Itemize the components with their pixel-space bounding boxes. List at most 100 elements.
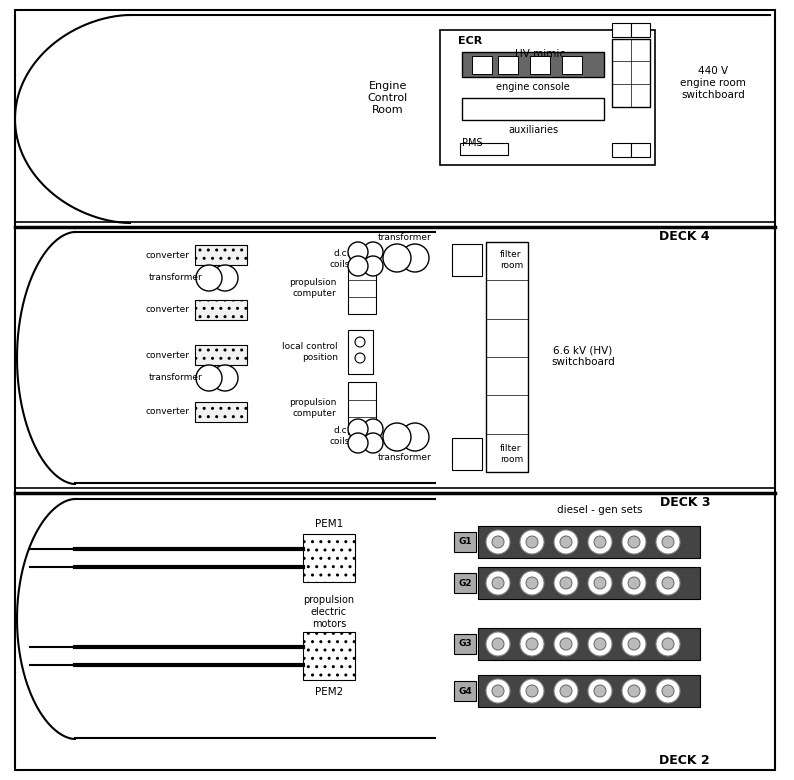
Circle shape xyxy=(348,242,368,262)
Circle shape xyxy=(588,571,612,595)
Circle shape xyxy=(492,577,504,589)
Text: G3: G3 xyxy=(458,640,472,648)
Circle shape xyxy=(628,536,640,548)
Circle shape xyxy=(348,256,368,276)
Bar xyxy=(452,244,482,276)
Circle shape xyxy=(560,536,572,548)
Bar xyxy=(462,52,604,77)
Circle shape xyxy=(486,530,510,554)
Text: 6.6 kV (HV)
switchboard: 6.6 kV (HV) switchboard xyxy=(551,346,615,367)
Circle shape xyxy=(526,685,538,697)
Circle shape xyxy=(486,571,510,595)
Text: propulsion
computer: propulsion computer xyxy=(289,399,336,418)
Bar xyxy=(478,526,700,558)
Circle shape xyxy=(554,571,578,595)
Circle shape xyxy=(520,571,544,595)
Bar xyxy=(303,632,355,680)
Circle shape xyxy=(656,679,680,703)
Bar xyxy=(348,262,376,314)
Bar xyxy=(612,23,631,37)
Bar xyxy=(348,330,373,374)
Circle shape xyxy=(560,685,572,697)
Circle shape xyxy=(486,632,510,656)
Circle shape xyxy=(628,685,640,697)
Circle shape xyxy=(628,577,640,589)
Circle shape xyxy=(526,536,538,548)
Bar xyxy=(195,345,247,365)
Circle shape xyxy=(554,632,578,656)
Circle shape xyxy=(355,337,365,347)
Bar xyxy=(631,143,650,157)
Text: Engine
Control
Room: Engine Control Room xyxy=(368,81,408,115)
Circle shape xyxy=(383,244,411,272)
Bar xyxy=(454,573,476,593)
Bar xyxy=(478,567,700,599)
Circle shape xyxy=(348,419,368,439)
Text: engine console: engine console xyxy=(496,82,570,92)
Circle shape xyxy=(662,685,674,697)
Text: converter: converter xyxy=(146,350,190,360)
Circle shape xyxy=(560,577,572,589)
Bar xyxy=(478,628,700,660)
Text: converter: converter xyxy=(146,306,190,314)
Circle shape xyxy=(520,530,544,554)
Text: converter: converter xyxy=(146,407,190,417)
Bar xyxy=(486,242,528,472)
Text: transformer: transformer xyxy=(378,452,432,462)
Circle shape xyxy=(363,256,383,276)
Circle shape xyxy=(212,365,238,391)
Text: G1: G1 xyxy=(458,537,472,547)
Circle shape xyxy=(554,679,578,703)
Text: propulsion
electric
motors: propulsion electric motors xyxy=(303,595,355,629)
Circle shape xyxy=(196,265,222,291)
Circle shape xyxy=(662,638,674,650)
Bar xyxy=(454,681,476,701)
Circle shape xyxy=(560,638,572,650)
Circle shape xyxy=(401,423,429,451)
Bar xyxy=(195,300,247,320)
Circle shape xyxy=(628,638,640,650)
Text: propulsion
computer: propulsion computer xyxy=(289,278,336,298)
Text: DECK 3: DECK 3 xyxy=(660,495,710,509)
Bar xyxy=(530,56,550,74)
Circle shape xyxy=(363,242,383,262)
Text: ECR: ECR xyxy=(458,36,482,46)
Circle shape xyxy=(486,679,510,703)
Text: d.c.
coils: d.c. coils xyxy=(330,250,350,268)
Circle shape xyxy=(196,365,222,391)
Circle shape xyxy=(594,638,606,650)
Circle shape xyxy=(526,638,538,650)
Circle shape xyxy=(348,433,368,453)
Text: transformer: transformer xyxy=(148,274,202,282)
Bar xyxy=(562,56,582,74)
Circle shape xyxy=(588,530,612,554)
Bar xyxy=(472,56,492,74)
Circle shape xyxy=(363,419,383,439)
Bar xyxy=(303,534,355,582)
Circle shape xyxy=(622,571,646,595)
Circle shape xyxy=(662,577,674,589)
Circle shape xyxy=(212,265,238,291)
Text: G2: G2 xyxy=(458,579,472,587)
Circle shape xyxy=(656,571,680,595)
Bar xyxy=(454,532,476,552)
Circle shape xyxy=(594,536,606,548)
Circle shape xyxy=(554,530,578,554)
Text: filter
room: filter room xyxy=(500,445,523,463)
Bar xyxy=(440,30,655,165)
Bar xyxy=(195,245,247,265)
Bar xyxy=(478,675,700,707)
Circle shape xyxy=(526,577,538,589)
Circle shape xyxy=(492,638,504,650)
Bar xyxy=(631,23,650,37)
Text: DECK 2: DECK 2 xyxy=(659,753,710,767)
Circle shape xyxy=(520,679,544,703)
Circle shape xyxy=(594,577,606,589)
Text: PMS: PMS xyxy=(462,138,483,148)
Text: transformer: transformer xyxy=(148,374,202,382)
Circle shape xyxy=(662,536,674,548)
Text: converter: converter xyxy=(146,250,190,260)
Circle shape xyxy=(622,530,646,554)
Circle shape xyxy=(622,632,646,656)
Text: auxiliaries: auxiliaries xyxy=(508,125,558,135)
